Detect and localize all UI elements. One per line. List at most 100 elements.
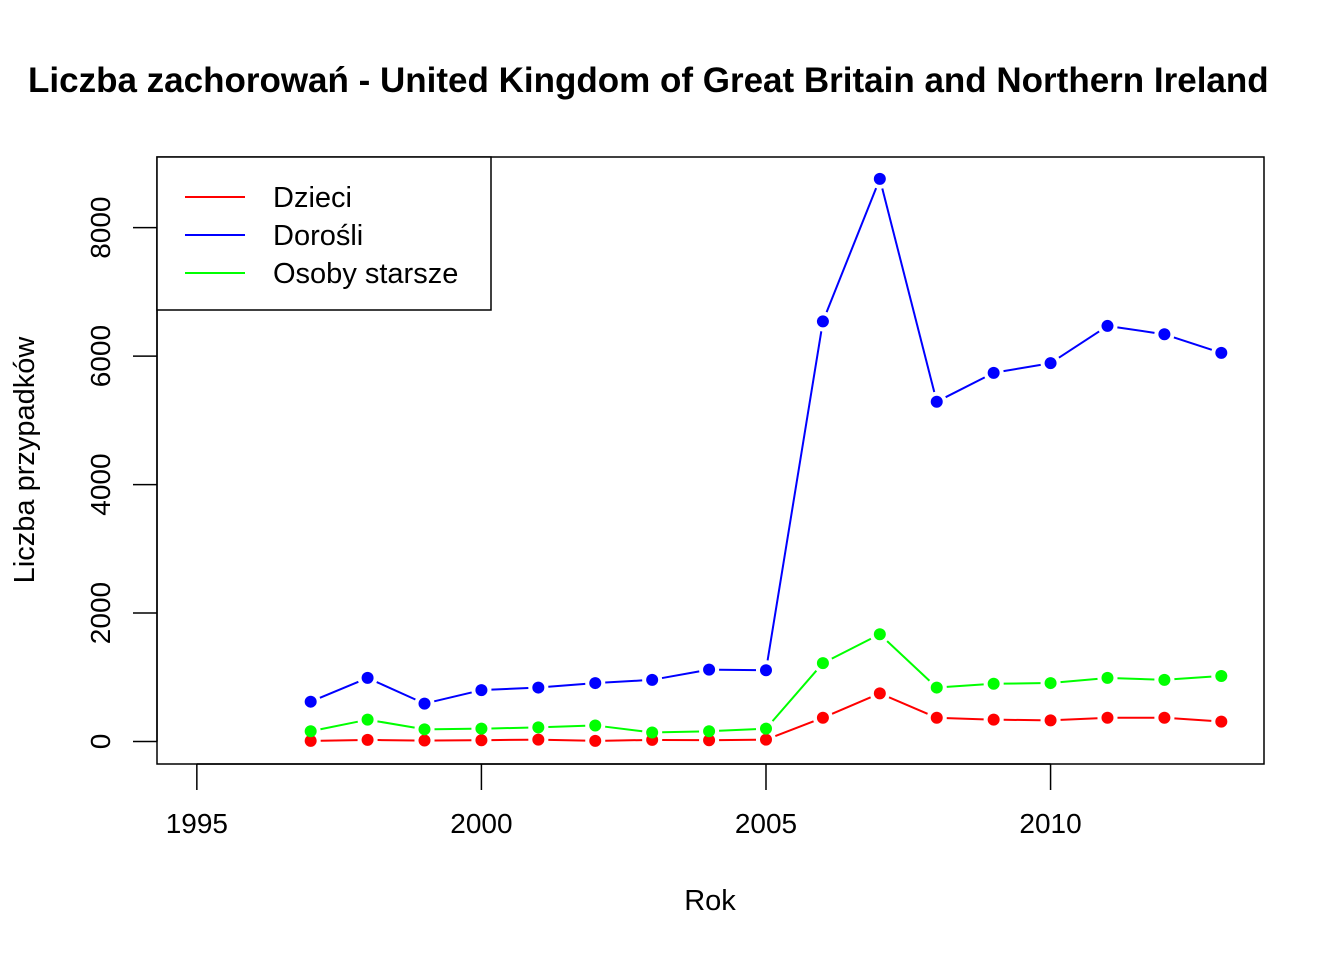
data-point	[1215, 346, 1228, 359]
data-point	[1044, 357, 1057, 370]
series-segment	[766, 331, 823, 661]
y-tick-label: 2000	[85, 582, 116, 644]
data-point	[646, 673, 659, 686]
x-tick-label: 1995	[166, 808, 228, 839]
series-segment	[1174, 717, 1212, 722]
y-axis-label: Liczba przypadków	[9, 336, 41, 584]
series-segment	[491, 726, 529, 730]
data-point	[1158, 328, 1171, 341]
data-point	[703, 734, 716, 747]
data-point	[532, 681, 545, 694]
legend-box	[156, 156, 492, 311]
data-point	[930, 711, 943, 724]
series-segment	[831, 637, 872, 660]
data-point	[589, 719, 602, 732]
data-point	[1158, 673, 1171, 686]
data-point	[418, 734, 431, 747]
data-point	[475, 734, 488, 747]
series-segment	[320, 720, 358, 731]
series-segment	[320, 739, 358, 742]
data-point	[703, 725, 716, 738]
series-segment	[771, 670, 818, 722]
data-point	[646, 726, 659, 739]
legend-entry-label: Osoby starsze	[273, 258, 458, 290]
data-point	[589, 734, 602, 747]
x-tick-label: 2005	[735, 808, 797, 839]
data-point	[589, 677, 602, 690]
chart-title: Liczba zachorowań - United Kingdom of Gr…	[28, 61, 1269, 100]
series-segment	[1058, 330, 1100, 359]
data-point	[361, 713, 374, 726]
series-segment	[548, 682, 586, 688]
data-point	[1158, 711, 1171, 724]
data-point	[304, 734, 317, 747]
x-tick-label: 2000	[450, 808, 512, 839]
data-point	[532, 721, 545, 734]
data-point	[1101, 319, 1114, 332]
series-segment	[831, 696, 872, 715]
series-segment	[434, 691, 472, 703]
series-segment	[1174, 675, 1212, 681]
data-point	[873, 687, 886, 700]
data-point	[873, 172, 886, 185]
series-segment	[605, 739, 643, 742]
data-point	[1044, 677, 1057, 690]
legend: Dzieci Dorośli Osoby starsze	[156, 156, 492, 311]
series-3	[304, 628, 1228, 739]
series-segment	[1060, 677, 1098, 684]
data-point	[816, 711, 829, 724]
series-segment	[376, 681, 416, 701]
series-segment	[1173, 336, 1213, 351]
data-point	[987, 366, 1000, 379]
data-point	[987, 713, 1000, 726]
data-point	[361, 671, 374, 684]
data-point	[475, 684, 488, 697]
data-point	[816, 657, 829, 670]
series-segment	[548, 724, 586, 729]
series-segment	[662, 730, 700, 734]
series-segment	[1060, 717, 1098, 721]
series-segment	[719, 728, 757, 732]
series-2	[304, 172, 1228, 710]
series-segment	[881, 188, 936, 393]
y-tick-label: 4000	[85, 453, 116, 515]
data-point	[1215, 715, 1228, 728]
y-tick-label: 0	[85, 734, 116, 750]
series-segment	[888, 696, 928, 715]
series-segment	[605, 725, 643, 733]
data-point	[1215, 670, 1228, 683]
series-segment	[319, 680, 359, 699]
data-point	[873, 628, 886, 641]
series-segment	[945, 376, 986, 399]
series-segment	[825, 187, 878, 313]
data-point	[361, 733, 374, 746]
data-point	[1101, 671, 1114, 684]
series-segment	[377, 720, 415, 729]
data-point	[418, 697, 431, 710]
y-tick-label: 6000	[85, 325, 116, 387]
series-segment	[548, 738, 586, 742]
series-segment	[491, 687, 529, 691]
series-segment	[946, 717, 984, 721]
series-1	[304, 687, 1228, 747]
data-point	[1044, 714, 1057, 727]
x-tick-label: 2010	[1019, 808, 1081, 839]
data-point	[532, 733, 545, 746]
data-point	[759, 733, 772, 746]
data-point	[418, 723, 431, 736]
data-point	[1101, 711, 1114, 724]
data-point	[759, 664, 772, 677]
y-tick-label: 8000	[85, 197, 116, 259]
data-point	[759, 722, 772, 735]
series-segment	[1117, 677, 1155, 681]
series-segment	[1117, 326, 1155, 334]
series-segment	[886, 640, 931, 682]
series-segment	[774, 720, 814, 737]
data-point	[816, 315, 829, 328]
series-segment	[1003, 363, 1041, 373]
data-point	[930, 681, 943, 694]
data-point	[475, 722, 488, 735]
series-segment	[661, 670, 700, 680]
y-axis: 0 2000 4000 6000 8000	[85, 197, 158, 750]
data-point	[987, 677, 1000, 690]
